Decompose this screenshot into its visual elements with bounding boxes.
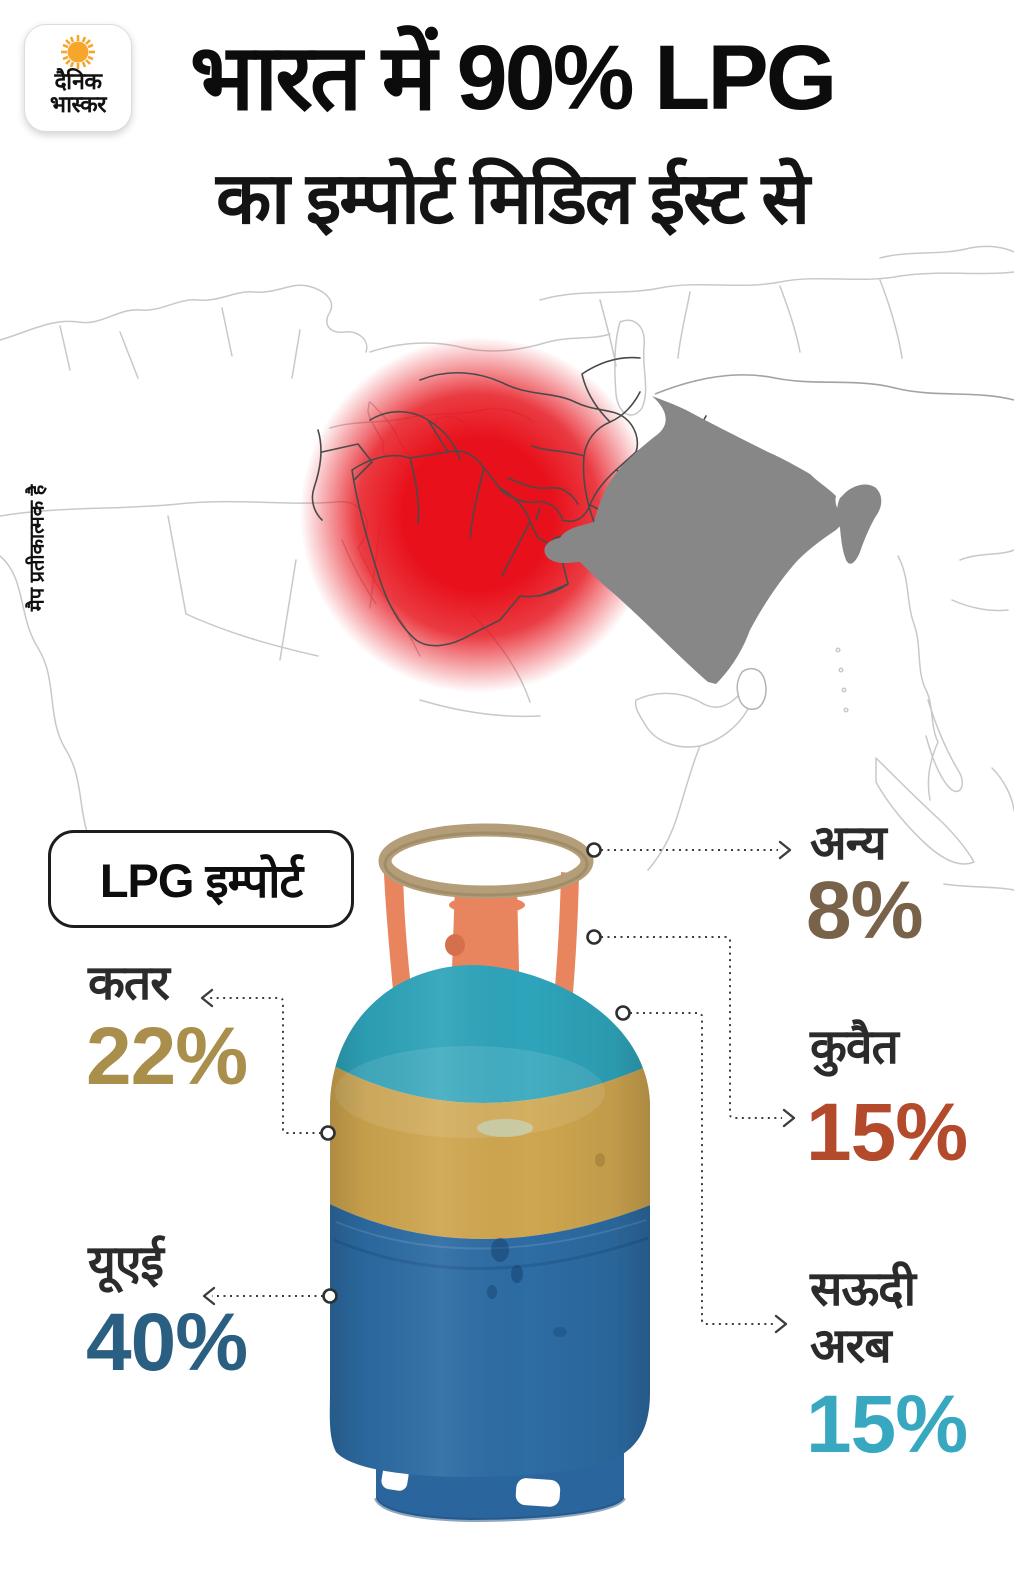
chart-title: LPG इम्पोर्ट bbox=[99, 854, 303, 907]
valve-knob bbox=[445, 934, 465, 956]
lpg-cylinder bbox=[329, 823, 650, 1523]
sun-icon bbox=[61, 35, 95, 69]
value-kuwait: 15% bbox=[806, 1087, 968, 1178]
sri-lanka-outline bbox=[736, 667, 767, 710]
label-saudi-arabia: सऊदी अरब bbox=[810, 1263, 916, 1373]
page-title-line1: भारत में 90% LPG bbox=[189, 27, 838, 129]
dainik-bhaskar-logo[interactable]: दैनिक भास्कर bbox=[24, 24, 132, 132]
label-others: अन्य bbox=[810, 817, 887, 870]
connector-dots bbox=[320, 842, 631, 1304]
connector-lines bbox=[210, 849, 782, 1325]
value-uae: 40% bbox=[86, 1297, 248, 1388]
cylinder-ring bbox=[378, 823, 594, 899]
logo-text-line2: भास्कर bbox=[49, 91, 107, 118]
label-qatar: कतर bbox=[88, 957, 170, 1010]
middle-east-borders bbox=[311, 356, 707, 647]
map-disclaimer: मैप प्रतीकात्मक है bbox=[26, 484, 49, 612]
value-qatar: 22% bbox=[86, 1011, 248, 1102]
india-shape bbox=[544, 396, 882, 710]
page-title-line2: का इम्पोर्ट मिडिल ईस्ट से bbox=[215, 159, 810, 239]
label-kuwait: कुवैत bbox=[810, 1021, 899, 1074]
chart-title-box: LPG इम्पोर्ट bbox=[48, 830, 354, 928]
himalaya-border bbox=[654, 374, 1014, 401]
label-uae: यूएई bbox=[88, 1237, 164, 1290]
connector-arrowheads bbox=[200, 840, 796, 1334]
logo-text-line1: दैनिक bbox=[54, 68, 102, 94]
value-others: 8% bbox=[806, 865, 924, 956]
value-saudi-arabia: 15% bbox=[806, 1379, 968, 1470]
